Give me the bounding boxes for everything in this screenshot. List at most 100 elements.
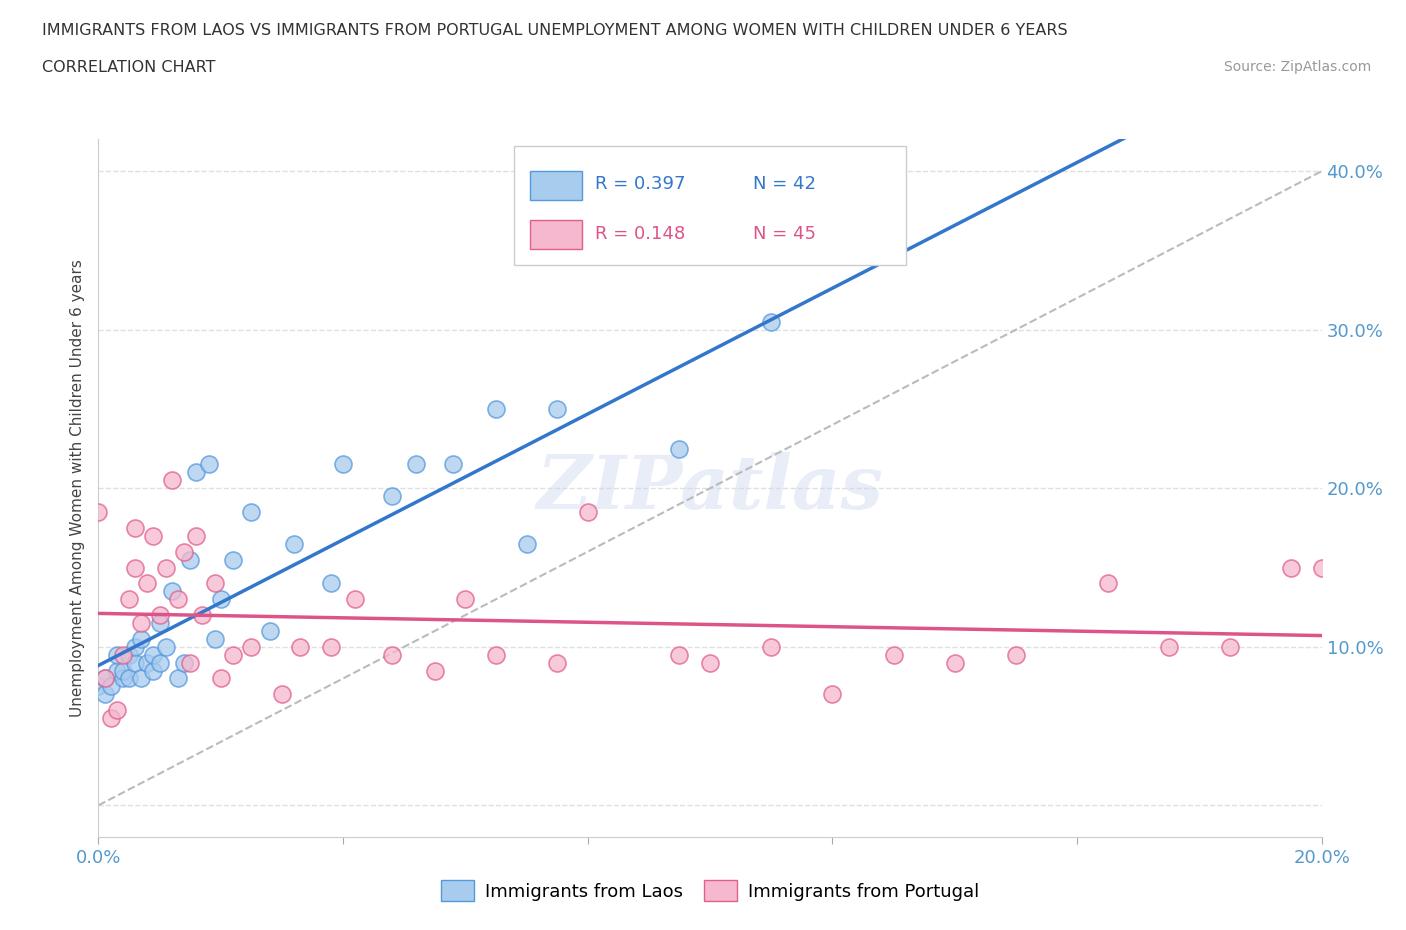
Point: [100, 679, 122, 694]
Point: [485, 647, 508, 662]
Point: [209, 671, 232, 686]
Point: [1097, 576, 1119, 591]
Point: [1279, 560, 1302, 575]
Text: N = 42: N = 42: [752, 175, 815, 193]
Point: [821, 687, 844, 702]
Point: [191, 607, 214, 622]
Point: [270, 687, 292, 702]
Point: [576, 505, 599, 520]
Point: [883, 647, 905, 662]
Point: [167, 591, 190, 606]
Point: [160, 584, 183, 599]
Point: [699, 655, 721, 670]
Point: [93, 671, 115, 686]
Point: [1310, 560, 1333, 575]
Point: [87, 679, 110, 694]
Point: [124, 639, 146, 654]
Point: [100, 711, 122, 725]
Point: [118, 647, 141, 662]
Point: [405, 457, 427, 472]
Point: [129, 631, 152, 646]
Point: [155, 639, 177, 654]
Point: [87, 505, 110, 520]
Y-axis label: Unemployment Among Women with Children Under 6 years: Unemployment Among Women with Children U…: [69, 259, 84, 717]
Point: [319, 576, 342, 591]
Point: [124, 560, 146, 575]
Point: [423, 663, 446, 678]
FancyBboxPatch shape: [530, 171, 582, 200]
Point: [204, 576, 226, 591]
Point: [186, 528, 208, 543]
Point: [155, 560, 177, 575]
Point: [516, 537, 538, 551]
Point: [173, 655, 195, 670]
Point: [546, 402, 568, 417]
Point: [142, 663, 165, 678]
Point: [167, 671, 190, 686]
Text: IMMIGRANTS FROM LAOS VS IMMIGRANTS FROM PORTUGAL UNEMPLOYMENT AMONG WOMEN WITH C: IMMIGRANTS FROM LAOS VS IMMIGRANTS FROM …: [42, 23, 1067, 38]
Text: R = 0.397: R = 0.397: [595, 175, 686, 193]
Point: [1004, 647, 1026, 662]
Point: [129, 671, 152, 686]
Point: [136, 655, 159, 670]
Point: [197, 457, 219, 472]
Legend: Immigrants from Laos, Immigrants from Portugal: Immigrants from Laos, Immigrants from Po…: [434, 873, 986, 909]
Point: [118, 671, 141, 686]
Point: [222, 647, 245, 662]
Point: [454, 591, 477, 606]
Point: [124, 521, 146, 536]
Text: R = 0.148: R = 0.148: [595, 225, 685, 243]
Point: [149, 616, 172, 631]
Point: [283, 537, 305, 551]
Point: [759, 639, 782, 654]
Point: [105, 647, 128, 662]
Point: [173, 544, 195, 559]
Point: [1157, 639, 1180, 654]
Point: [240, 639, 263, 654]
Point: [668, 441, 690, 456]
Point: [209, 591, 232, 606]
Text: Source: ZipAtlas.com: Source: ZipAtlas.com: [1223, 60, 1371, 74]
Point: [93, 671, 115, 686]
Point: [179, 552, 201, 567]
Point: [759, 314, 782, 329]
Point: [142, 647, 165, 662]
Point: [136, 576, 159, 591]
Point: [290, 639, 312, 654]
Point: [1219, 639, 1241, 654]
Point: [222, 552, 245, 567]
Point: [149, 655, 172, 670]
Point: [105, 663, 128, 678]
Point: [105, 703, 128, 718]
Point: [943, 655, 966, 670]
Point: [160, 472, 183, 487]
Text: CORRELATION CHART: CORRELATION CHART: [42, 60, 215, 75]
Text: ZIPatlas: ZIPatlas: [537, 452, 883, 525]
Point: [546, 655, 568, 670]
Point: [129, 616, 152, 631]
Point: [259, 623, 281, 638]
Point: [381, 489, 404, 504]
Point: [118, 591, 141, 606]
Point: [485, 402, 508, 417]
Point: [186, 465, 208, 480]
Point: [240, 505, 263, 520]
Point: [204, 631, 226, 646]
Point: [332, 457, 354, 472]
Point: [124, 655, 146, 670]
Point: [149, 607, 172, 622]
FancyBboxPatch shape: [515, 147, 905, 265]
FancyBboxPatch shape: [530, 219, 582, 249]
Point: [179, 655, 201, 670]
Point: [142, 528, 165, 543]
Point: [111, 671, 134, 686]
Point: [319, 639, 342, 654]
Point: [668, 647, 690, 662]
Point: [344, 591, 367, 606]
Point: [111, 647, 134, 662]
Text: N = 45: N = 45: [752, 225, 815, 243]
Point: [441, 457, 464, 472]
Point: [111, 663, 134, 678]
Point: [93, 687, 115, 702]
Point: [381, 647, 404, 662]
